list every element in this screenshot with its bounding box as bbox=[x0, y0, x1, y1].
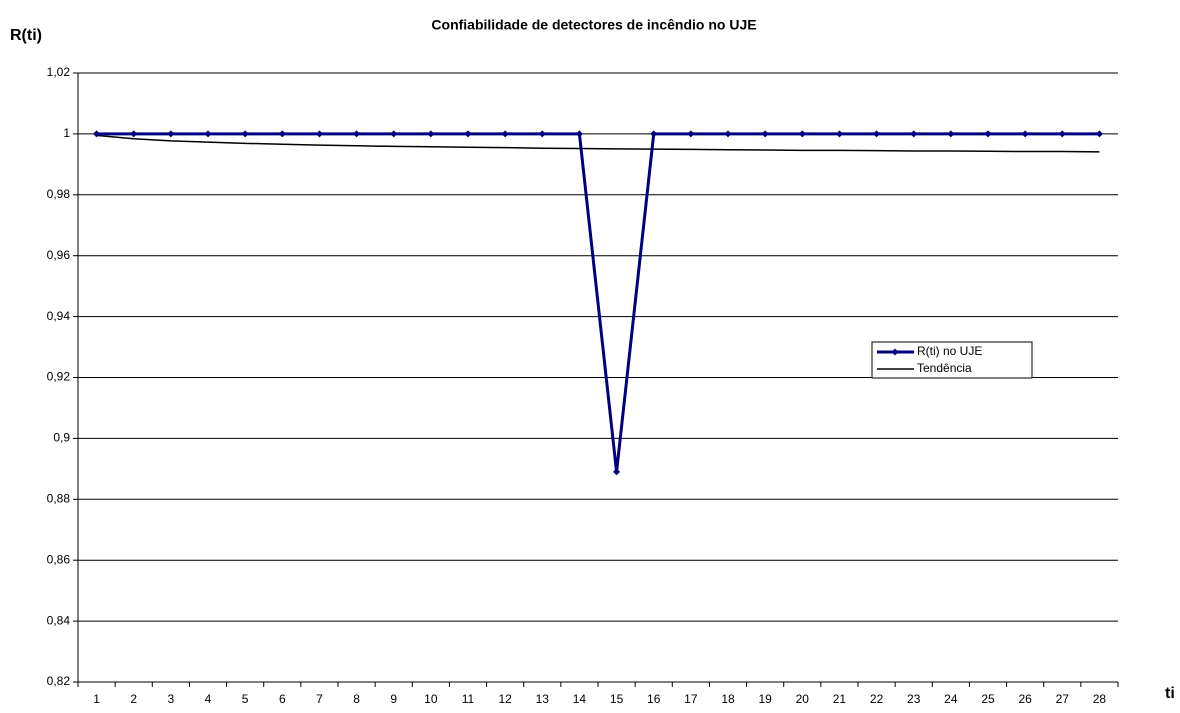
data-point bbox=[278, 130, 286, 138]
x-tick-label: 5 bbox=[242, 692, 249, 706]
x-tick-label: 13 bbox=[536, 692, 550, 706]
x-tick-label: 17 bbox=[684, 692, 698, 706]
data-point bbox=[315, 130, 323, 138]
data-point bbox=[1021, 130, 1029, 138]
x-tick-label: 22 bbox=[870, 692, 884, 706]
data-point bbox=[1095, 130, 1103, 138]
data-point bbox=[910, 130, 918, 138]
data-point bbox=[1058, 130, 1066, 138]
x-tick-label: 10 bbox=[424, 692, 438, 706]
y-tick-label: 0,84 bbox=[47, 613, 71, 627]
data-point bbox=[575, 130, 583, 138]
data-point bbox=[947, 130, 955, 138]
x-axis-title: ti bbox=[1165, 685, 1175, 702]
x-tick-label: 3 bbox=[168, 692, 175, 706]
data-point bbox=[873, 130, 881, 138]
y-tick-label: 0,98 bbox=[47, 187, 71, 201]
data-point bbox=[204, 130, 212, 138]
x-tick-label: 18 bbox=[721, 692, 735, 706]
x-tick-label: 15 bbox=[610, 692, 624, 706]
data-point bbox=[93, 130, 101, 138]
y-axis-title: R(ti) bbox=[10, 27, 42, 44]
data-point bbox=[761, 130, 769, 138]
y-tick-label: 0,94 bbox=[47, 309, 71, 323]
x-tick-label: 9 bbox=[390, 692, 397, 706]
x-tick-label: 8 bbox=[353, 692, 360, 706]
legend-label: Tendência bbox=[917, 361, 972, 375]
x-tick-label: 6 bbox=[279, 692, 286, 706]
y-tick-label: 0,82 bbox=[47, 674, 71, 688]
x-tick-label: 19 bbox=[758, 692, 772, 706]
x-tick-label: 25 bbox=[981, 692, 995, 706]
x-tick-label: 16 bbox=[647, 692, 661, 706]
series-line bbox=[96, 132, 1100, 473]
data-point bbox=[984, 130, 992, 138]
x-tick-label: 21 bbox=[833, 692, 847, 706]
data-point bbox=[390, 130, 398, 138]
series-line bbox=[96, 134, 1100, 153]
x-tick-label: 11 bbox=[462, 692, 475, 706]
data-point bbox=[798, 130, 806, 138]
data-point bbox=[613, 468, 621, 476]
data-point bbox=[241, 130, 249, 138]
chart-title: Confiabilidade de detectores de incêndio… bbox=[431, 17, 756, 33]
y-tick-label: 0,86 bbox=[47, 552, 71, 566]
x-tick-label: 26 bbox=[1018, 692, 1032, 706]
legend-label: R(ti) no UJE bbox=[917, 344, 982, 358]
data-point bbox=[650, 130, 658, 138]
legend: R(ti) no UJE Tendência bbox=[871, 341, 1033, 379]
x-tick-label: 2 bbox=[130, 692, 137, 706]
y-tick-label: 1 bbox=[63, 126, 70, 140]
x-tick-label: 27 bbox=[1056, 692, 1070, 706]
x-tick-label: 14 bbox=[573, 692, 587, 706]
x-tick-label: 24 bbox=[944, 692, 958, 706]
data-point bbox=[687, 130, 695, 138]
y-tick-label: 0,96 bbox=[47, 248, 71, 262]
data-point bbox=[130, 130, 138, 138]
y-tick-label: 1,02 bbox=[47, 65, 71, 79]
data-point bbox=[464, 130, 472, 138]
data-point bbox=[427, 130, 435, 138]
x-tick-label: 1 bbox=[93, 692, 100, 706]
x-tick-label: 7 bbox=[316, 692, 323, 706]
legend-box bbox=[871, 341, 1033, 379]
x-tick-label: 20 bbox=[796, 692, 810, 706]
x-tick-label: 23 bbox=[907, 692, 921, 706]
data-point bbox=[501, 130, 509, 138]
data-point bbox=[538, 130, 546, 138]
y-tick-label: 0,88 bbox=[47, 491, 71, 505]
data-point bbox=[835, 130, 843, 138]
y-tick-label: 0,92 bbox=[47, 370, 71, 384]
x-tick-label: 4 bbox=[205, 692, 212, 706]
x-tick-label: 28 bbox=[1093, 692, 1107, 706]
y-tick-label: 0,9 bbox=[53, 431, 70, 445]
legend-marker bbox=[891, 348, 899, 356]
x-tick-label: 12 bbox=[498, 692, 512, 706]
data-point bbox=[353, 130, 361, 138]
data-point bbox=[724, 130, 732, 138]
data-point bbox=[167, 130, 175, 138]
